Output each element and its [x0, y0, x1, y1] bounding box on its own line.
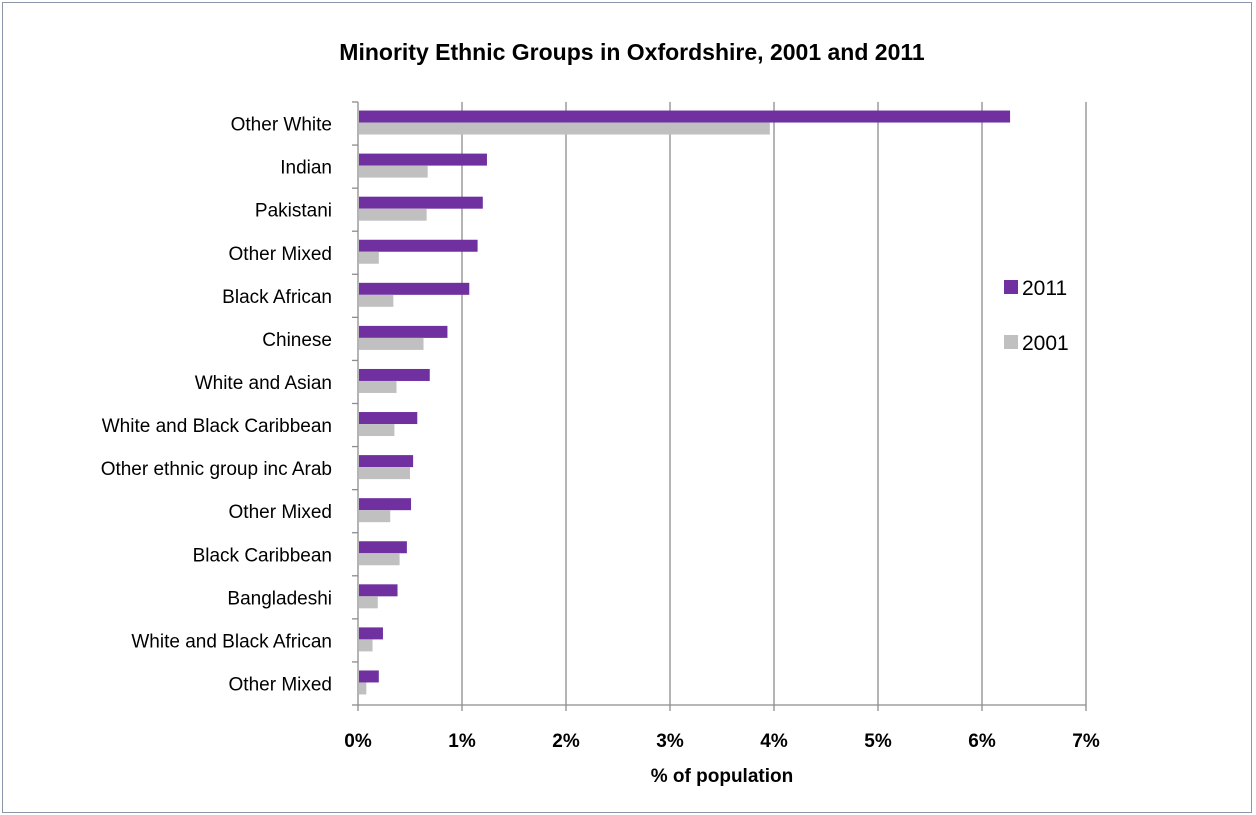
bar-2011-7 [359, 412, 418, 425]
category-label: Chinese [262, 330, 332, 351]
bar-2011-11 [359, 584, 398, 597]
x-tick-label: 0% [344, 731, 372, 752]
bars [359, 110, 1011, 695]
x-tick-label: 3% [656, 731, 684, 752]
category-label: Bangladeshi [227, 588, 332, 609]
bar-2011-4 [359, 282, 470, 295]
x-tick-label: 4% [760, 731, 788, 752]
legend: 2011 2001 [1004, 277, 1069, 355]
category-label: Black African [222, 287, 332, 308]
bar-2011-2 [359, 196, 483, 209]
bar-2001-4 [359, 294, 394, 307]
category-label: White and Black African [131, 631, 332, 652]
bar-2001-8 [359, 467, 410, 480]
category-label: White and Black Caribbean [102, 416, 332, 437]
bar-2011-3 [359, 239, 478, 252]
bar-2001-3 [359, 251, 379, 264]
category-label: Other Mixed [229, 674, 332, 695]
x-axis-label: % of population [651, 766, 793, 787]
bar-2011-1 [359, 153, 487, 166]
x-tick-label: 5% [864, 731, 892, 752]
bar-2011-13 [359, 670, 379, 683]
bar-2001-7 [359, 424, 395, 437]
legend-swatch-2011 [1004, 280, 1018, 294]
bar-2001-6 [359, 380, 397, 393]
x-tick-label: 7% [1072, 731, 1100, 752]
x-tick-label: 2% [552, 731, 580, 752]
legend-label-2011: 2011 [1022, 277, 1067, 300]
category-label: Indian [280, 158, 332, 179]
bar-2001-5 [359, 337, 424, 350]
bar-2001-10 [359, 553, 400, 566]
bar-2011-5 [359, 325, 448, 338]
bar-2011-6 [359, 368, 430, 381]
category-labels: Other White Indian Pakistani Other Mixed Bla… [101, 115, 332, 696]
category-label: Other Mixed [229, 244, 332, 265]
bar-2011-10 [359, 541, 407, 554]
bar-2011-0 [359, 110, 1011, 123]
bar-2001-13 [359, 682, 367, 695]
legend-label-2001: 2001 [1022, 332, 1069, 355]
x-tick-label: 1% [448, 731, 476, 752]
bar-2001-0 [359, 122, 770, 135]
x-tick-labels: 0% 1% 2% 3% 4% 5% 6% 7% [344, 731, 1100, 752]
category-label: Other ethnic group inc Arab [101, 459, 332, 480]
category-label: Other Mixed [229, 502, 332, 523]
category-label: White and Asian [195, 373, 332, 394]
legend-swatch-2001 [1004, 335, 1018, 349]
bar-2001-2 [359, 208, 427, 221]
axes [352, 101, 1087, 711]
chart-title: Minority Ethnic Groups in Oxfordshire, 2… [339, 39, 925, 65]
bar-2011-12 [359, 627, 383, 640]
bar-2001-12 [359, 639, 373, 652]
x-tick-label: 6% [968, 731, 996, 752]
bar-2001-9 [359, 510, 391, 523]
gridlines [461, 102, 1087, 705]
bar-2011-8 [359, 455, 414, 468]
bar-2001-1 [359, 165, 428, 178]
bar-2001-11 [359, 596, 378, 609]
category-label: Other White [231, 115, 332, 136]
category-label: Black Caribbean [193, 545, 332, 566]
bar-2011-9 [359, 498, 412, 511]
category-label: Pakistani [255, 201, 332, 222]
